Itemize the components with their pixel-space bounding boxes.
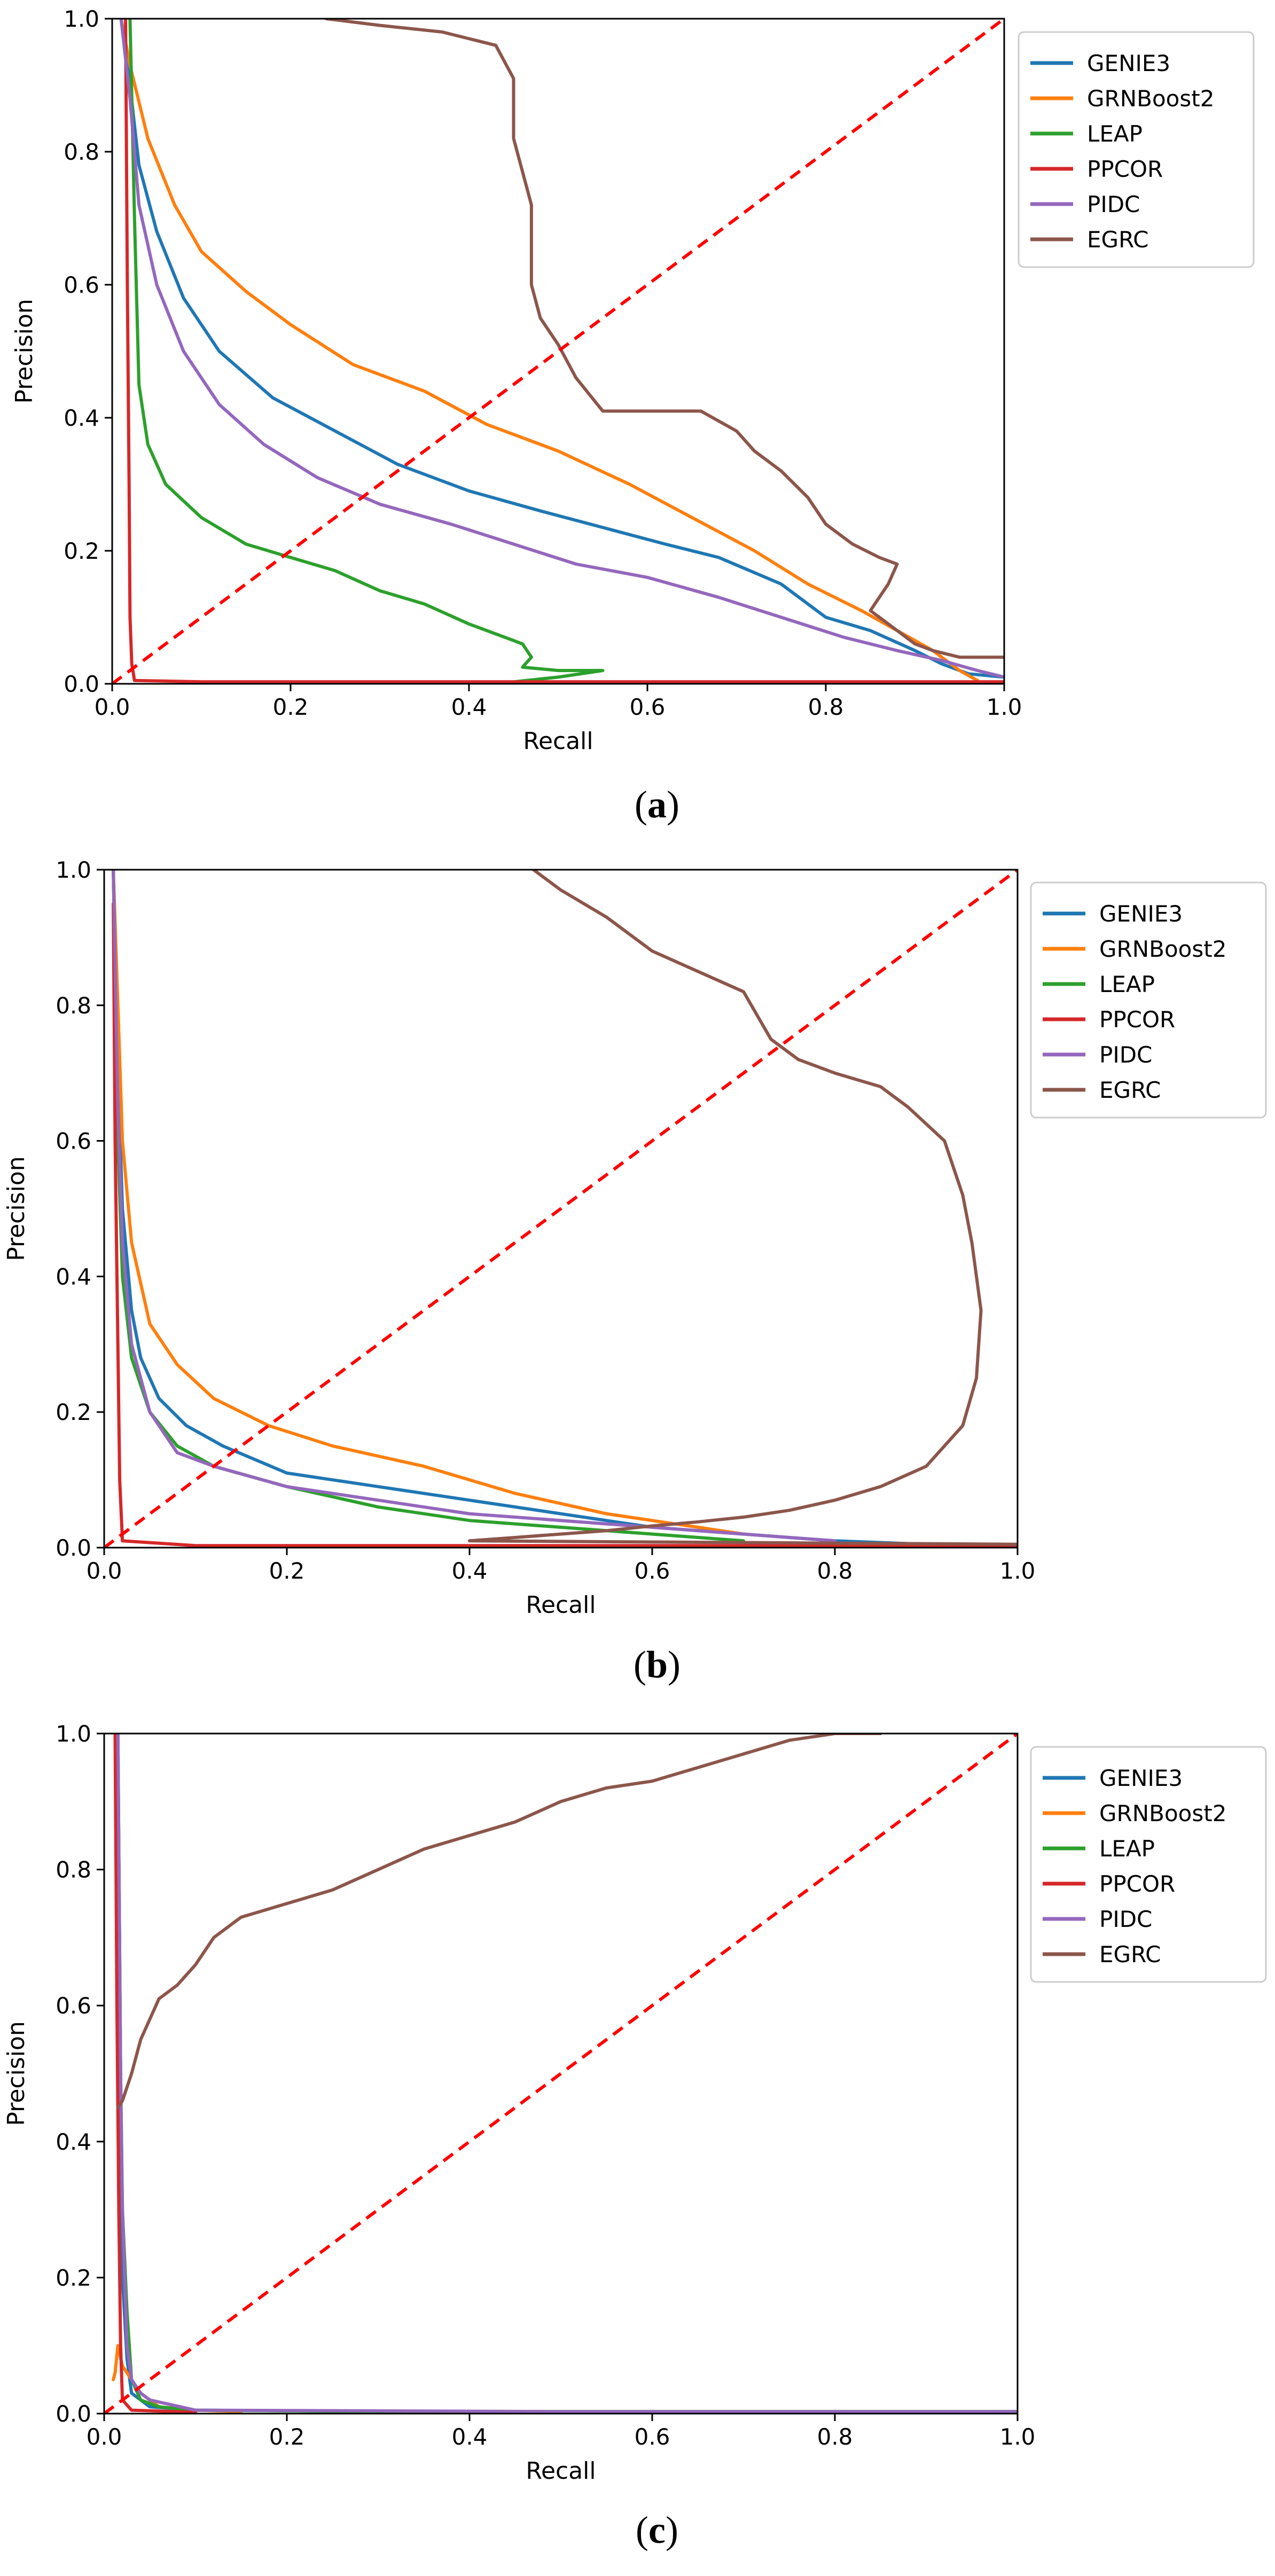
legend-box: [1018, 31, 1255, 268]
y-tick-label: 0.8: [56, 993, 91, 1019]
diagonal-reference-line: [104, 870, 1018, 1548]
panel-label: (b): [633, 1643, 680, 1686]
y-tick-label: 0.0: [56, 1535, 91, 1561]
legend-label-leap: LEAP: [1087, 121, 1143, 147]
axes-frame: [103, 1732, 1019, 2415]
legend-label-ppcor: PPCOR: [1087, 156, 1163, 182]
legend-label-ppcor: PPCOR: [1099, 1006, 1175, 1033]
legend: GENIE3 GRNBoost2 LEAP PPCOR PIDC EGRC: [1030, 1746, 1267, 1983]
legend-label-grnboost2: GRNBoost2: [1099, 1800, 1226, 1826]
series-line-genie3: [119, 19, 1004, 679]
legend-label-pidc: PIDC: [1099, 1906, 1152, 1932]
legend: GENIE3 GRNBoost2 LEAP PPCOR PIDC EGRC: [1018, 31, 1255, 268]
legend-label-grnboost2: GRNBoost2: [1087, 85, 1214, 112]
x-axis-label: Recall: [523, 728, 593, 755]
series-line-pidc: [116, 1734, 1018, 2414]
legend-label-egrc: EGRC: [1099, 1941, 1161, 1968]
series-line-pidc: [119, 19, 1004, 679]
x-tick-label: 0.0: [87, 2424, 122, 2450]
series-line-egrc: [324, 19, 1004, 659]
legend-box: [1030, 1746, 1267, 1983]
y-tick-label: 0.8: [56, 1857, 91, 1883]
y-tick-label: 1.0: [64, 6, 99, 32]
x-tick-label: 0.2: [273, 694, 309, 720]
chart-panel-c: 0.0 0.2 0.4 0.6 0.8 1.0 0.0 0.2 0.4 0.6 0.8 1.0 Reca…: [3, 1721, 1267, 2551]
series-line-ppcor: [113, 1734, 197, 2414]
legend-label-egrc: EGRC: [1087, 227, 1149, 253]
legend-box: [1030, 881, 1267, 1119]
legend-label-genie3: GENIE3: [1087, 50, 1170, 76]
legend-label-grnboost2: GRNBoost2: [1099, 936, 1226, 962]
x-tick-label: 1.0: [1000, 2424, 1036, 2450]
legend-label-ppcor: PPCOR: [1099, 1871, 1175, 1897]
chart-panel-a: 0.0 0.2 0.4 0.6 0.8 1.0 0.0 0.2 0.4 0.6 0.8 1.0 Reca…: [11, 6, 1255, 826]
x-axis-label: Recall: [526, 2457, 596, 2485]
legend-label-genie3: GENIE3: [1099, 901, 1183, 927]
x-tick-label: 1.0: [1000, 1558, 1036, 1584]
panel-label: (c): [636, 2509, 678, 2551]
legend-label-leap: LEAP: [1099, 1836, 1155, 1862]
x-tick-label: 0.0: [87, 1558, 122, 1584]
series-line-ppcor: [112, 902, 1018, 1548]
series-line-grnboost2: [119, 19, 979, 682]
y-axis-label: Precision: [3, 2021, 30, 2126]
y-tick-label: 0.2: [56, 2265, 91, 2291]
axes-frame: [111, 18, 1005, 685]
x-tick-label: 0.8: [808, 694, 844, 720]
plot-area: [112, 19, 1004, 684]
legend-label-genie3: GENIE3: [1099, 1765, 1183, 1791]
y-tick-label: 0.4: [56, 2129, 91, 2155]
legend-label-egrc: EGRC: [1099, 1077, 1161, 1103]
x-tick-label: 0.8: [817, 2424, 853, 2450]
x-axis-label: Recall: [526, 1591, 596, 1619]
legend-label-pidc: PIDC: [1087, 191, 1140, 217]
series-line-genie3: [112, 870, 928, 1546]
y-tick-label: 0.0: [64, 671, 99, 697]
legend-label-leap: LEAP: [1099, 971, 1155, 997]
series-line-egrc: [116, 1734, 882, 2110]
y-tick-label: 0.6: [56, 1128, 91, 1154]
x-tick-label: 1.0: [987, 694, 1022, 720]
y-tick-label: 0.4: [56, 1263, 91, 1290]
diagonal-reference-line: [104, 1734, 1018, 2414]
series-line-pidc: [112, 870, 836, 1543]
series-line-leap: [112, 870, 745, 1543]
x-tick-label: 0.8: [817, 1558, 853, 1584]
y-tick-label: 0.4: [64, 405, 99, 431]
chart-panel-b: 0.0 0.2 0.4 0.6 0.8 1.0 0.0 0.2 0.4 0.6 0.8 1.0 Reca…: [3, 857, 1267, 1686]
x-tick-label: 0.6: [635, 2424, 670, 2450]
series-line-ppcor: [124, 19, 1004, 684]
x-tick-label: 0.6: [635, 1558, 670, 1584]
x-tick-label: 0.2: [269, 2424, 305, 2450]
y-tick-label: 1.0: [56, 1721, 91, 1747]
y-axis-label: Precision: [11, 299, 38, 403]
series-line-grnboost2: [112, 870, 745, 1536]
y-tick-label: 0.0: [56, 2401, 91, 2427]
y-tick-label: 0.2: [64, 538, 99, 564]
series-line-leap: [128, 19, 605, 684]
x-tick-label: 0.4: [451, 694, 487, 720]
x-tick-label: 0.2: [269, 1558, 305, 1584]
y-axis-label: Precision: [3, 1156, 30, 1261]
x-tick-label: 0.4: [452, 2424, 488, 2450]
panel-label: (a): [635, 783, 679, 826]
y-tick-label: 1.0: [56, 857, 91, 883]
axes-frame: [103, 869, 1019, 1549]
plot-area: [104, 870, 1018, 1548]
diagonal-reference-line: [112, 19, 1004, 684]
x-tick-label: 0.0: [95, 694, 130, 720]
series-line-egrc: [468, 870, 1018, 1546]
y-tick-label: 0.2: [56, 1399, 91, 1425]
x-tick-label: 0.6: [630, 694, 666, 720]
legend-label-pidc: PIDC: [1099, 1042, 1152, 1068]
y-tick-label: 0.6: [64, 272, 99, 298]
plot-area: [104, 1734, 1018, 2414]
legend: GENIE3 GRNBoost2 LEAP PPCOR PIDC EGRC: [1030, 881, 1267, 1119]
y-tick-label: 0.6: [56, 1993, 91, 2019]
x-tick-label: 0.4: [452, 1558, 488, 1584]
y-tick-label: 0.8: [64, 139, 99, 165]
